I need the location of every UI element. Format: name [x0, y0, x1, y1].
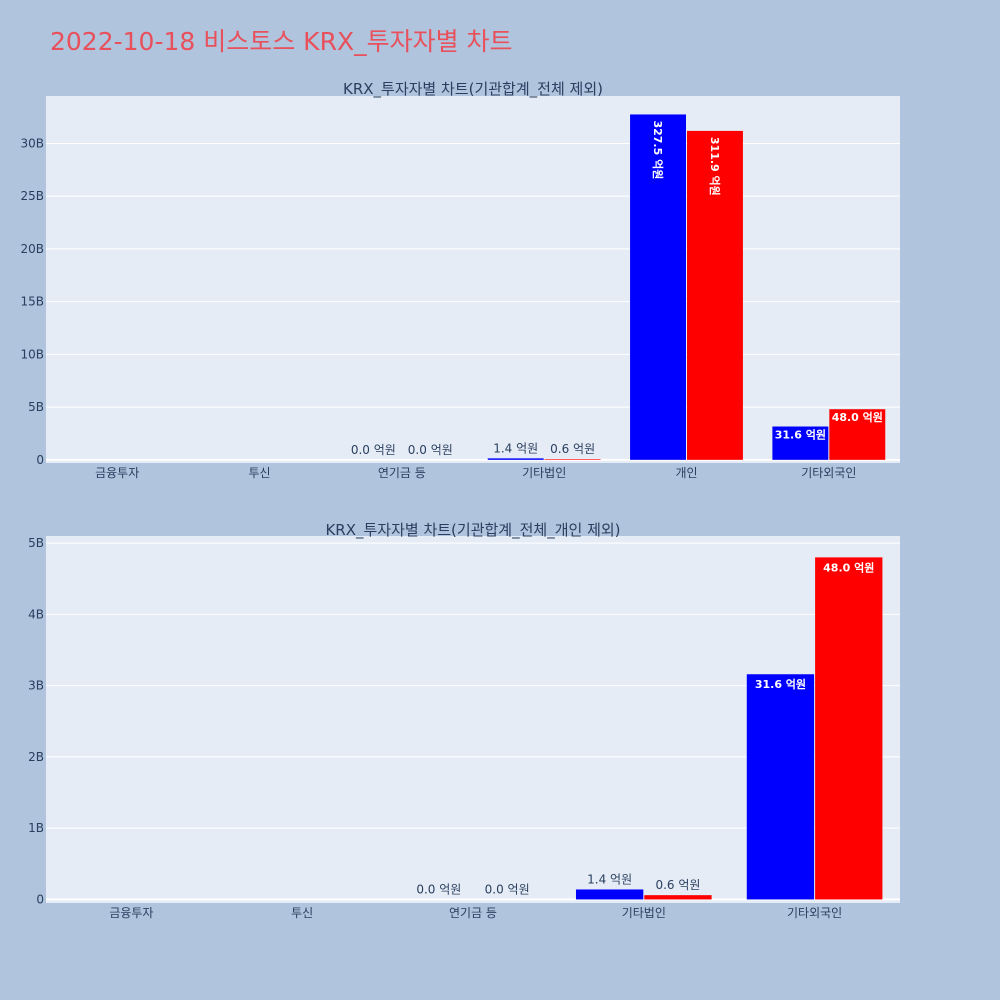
- data-label: 0.6 억원: [655, 878, 700, 892]
- plot-area: [46, 96, 900, 463]
- x-tick-label: 연기금 등: [378, 466, 426, 480]
- data-label: 0.0 억원: [416, 882, 461, 896]
- data-label: 48.0 억원: [832, 410, 883, 424]
- data-label: 311.9 억원: [708, 137, 722, 196]
- y-tick-label: 20B: [20, 242, 44, 256]
- data-label: 1.4 억원: [587, 872, 632, 886]
- data-label: 0.0 억원: [351, 443, 396, 457]
- y-tick-label: 15B: [20, 295, 44, 309]
- y-tick-label: 0: [36, 453, 44, 467]
- x-tick-label: 금융투자: [95, 466, 139, 480]
- x-tick-label: 투신: [291, 906, 313, 920]
- data-label: 327.5 억원: [651, 120, 665, 179]
- bar: [576, 889, 643, 899]
- data-label: 31.6 억원: [775, 428, 826, 442]
- bar: [815, 557, 882, 899]
- x-tick-label: 기타법인: [622, 906, 666, 920]
- chart-top: 0 5B 10B 15B 20B 25B 30B KRX_투자자별 차트(기관합계_전체 제외…: [20, 80, 900, 480]
- data-label: 48.0 억원: [823, 560, 874, 574]
- y-tick-label: 5B: [28, 536, 44, 550]
- chart-bottom: 0 1B 2B 3B 4B 5B KRX_투자자별 차트(기관합계_전체_개인 제외) 금융투…: [28, 521, 900, 920]
- x-tick-label: 기타외국인: [787, 906, 842, 920]
- y-tick-label: 2B: [28, 750, 44, 764]
- chart-title: KRX_투자자별 차트(기관합계_전체 제외): [343, 80, 603, 99]
- data-label: 0.0 억원: [408, 443, 453, 457]
- bar: [488, 458, 544, 459]
- x-tick-label: 금융투자: [109, 906, 153, 920]
- x-tick-label: 개인: [675, 466, 697, 480]
- bar: [747, 674, 814, 899]
- bar: [545, 459, 601, 460]
- y-tick-label: 3B: [28, 679, 44, 693]
- y-tick-label: 0: [36, 892, 44, 906]
- x-tick-label: 연기금 등: [449, 906, 497, 920]
- y-tick-label: 10B: [20, 347, 44, 361]
- y-tick-label: 5B: [28, 400, 44, 414]
- data-label: 1.4 억원: [493, 441, 538, 455]
- x-tick-label: 기타외국인: [801, 466, 856, 480]
- data-label: 0.6 억원: [550, 442, 595, 456]
- y-tick-label: 30B: [20, 136, 44, 150]
- y-tick-label: 1B: [28, 821, 44, 835]
- chart-title: KRX_투자자별 차트(기관합계_전체_개인 제외): [325, 521, 620, 540]
- x-tick-label: 투신: [248, 466, 270, 480]
- y-tick-label: 4B: [28, 607, 44, 621]
- x-tick-label: 기타법인: [522, 466, 566, 480]
- data-label: 31.6 억원: [755, 677, 806, 691]
- data-label: 0.0 억원: [485, 882, 530, 896]
- y-tick-label: 25B: [20, 189, 44, 203]
- bar: [644, 895, 711, 899]
